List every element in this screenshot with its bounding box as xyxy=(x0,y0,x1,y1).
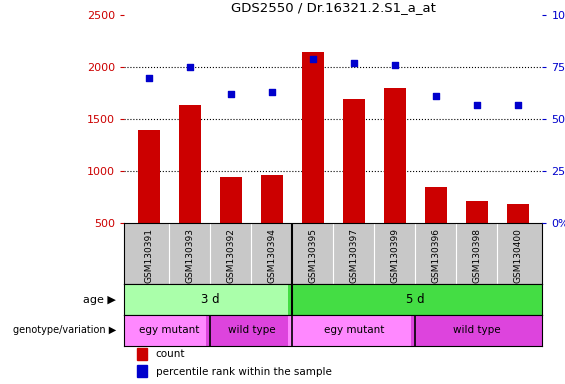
Text: age ▶: age ▶ xyxy=(83,295,116,305)
Text: egy mutant: egy mutant xyxy=(139,325,199,335)
Text: wild type: wild type xyxy=(228,325,275,335)
Bar xyxy=(124,315,215,346)
Text: GSM130395: GSM130395 xyxy=(308,228,318,283)
Text: GSM130396: GSM130396 xyxy=(431,228,440,283)
Bar xyxy=(424,187,447,223)
Text: count: count xyxy=(155,349,185,359)
Bar xyxy=(302,51,324,223)
Bar xyxy=(137,348,147,360)
Bar xyxy=(342,99,365,223)
Bar xyxy=(138,131,160,223)
Point xyxy=(267,89,276,95)
Bar xyxy=(507,204,529,223)
Bar xyxy=(411,315,542,346)
Text: 5 d: 5 d xyxy=(406,293,425,306)
Text: percentile rank within the sample: percentile rank within the sample xyxy=(155,366,332,377)
Text: genotype/variation ▶: genotype/variation ▶ xyxy=(12,325,116,335)
Bar xyxy=(137,365,147,377)
Point xyxy=(227,91,236,97)
Text: GSM130400: GSM130400 xyxy=(514,228,522,283)
Bar xyxy=(124,284,297,315)
Text: GSM130394: GSM130394 xyxy=(267,228,276,283)
Text: wild type: wild type xyxy=(453,325,501,335)
Bar xyxy=(466,201,488,223)
Bar xyxy=(206,315,297,346)
Point xyxy=(349,60,358,66)
Text: 3 d: 3 d xyxy=(201,293,220,306)
Text: egy mutant: egy mutant xyxy=(324,325,384,335)
Bar xyxy=(288,284,542,315)
Text: GSM130397: GSM130397 xyxy=(349,228,358,283)
Text: GSM130398: GSM130398 xyxy=(472,228,481,283)
Point xyxy=(390,62,399,68)
Text: GSM130399: GSM130399 xyxy=(390,228,399,283)
Bar xyxy=(384,88,406,223)
Text: GSM130393: GSM130393 xyxy=(185,228,194,283)
Point xyxy=(472,101,481,108)
Point xyxy=(145,74,154,81)
Text: GSM130392: GSM130392 xyxy=(227,228,236,283)
Point xyxy=(308,56,318,62)
Title: GDS2550 / Dr.16321.2.S1_a_at: GDS2550 / Dr.16321.2.S1_a_at xyxy=(231,1,436,14)
Point xyxy=(513,101,522,108)
Point xyxy=(185,64,194,70)
Bar xyxy=(288,315,419,346)
Bar xyxy=(220,177,242,223)
Text: GSM130391: GSM130391 xyxy=(145,228,153,283)
Bar xyxy=(260,175,283,223)
Bar xyxy=(179,104,201,223)
Point xyxy=(431,93,440,99)
